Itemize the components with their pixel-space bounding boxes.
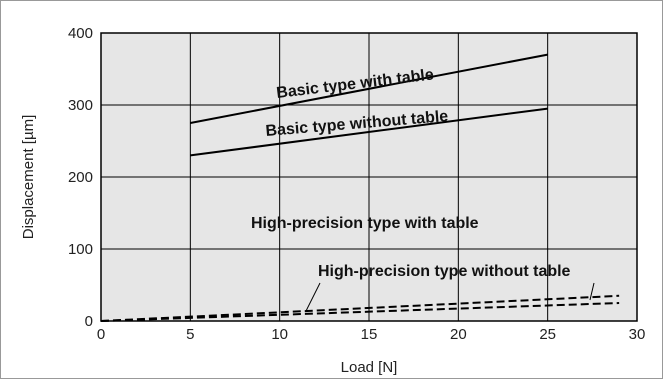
x-tick-label: 15: [361, 326, 378, 343]
series-label-high-precision-without-table: High-precision type without table: [318, 263, 571, 280]
x-axis-title: Load [N]: [341, 359, 398, 376]
x-tick-label: 10: [271, 326, 288, 343]
y-tick-label: 0: [85, 313, 93, 330]
series-line-1: [190, 107, 548, 157]
x-tick-label: 20: [450, 326, 467, 343]
grid: [101, 33, 637, 321]
y-tick-label: 300: [68, 97, 93, 114]
series-lines: [100, 53, 620, 322]
leader-line-with-table: [589, 282, 595, 301]
series-label-high-precision-with-table: High-precision type with table: [251, 215, 479, 232]
leader-line-without-table: [305, 282, 321, 312]
series-line-0: [190, 53, 548, 124]
series-line-3: [100, 302, 620, 322]
x-tick-label: 25: [539, 326, 556, 343]
x-tick-label: 30: [629, 326, 646, 343]
y-axis-title: Displacement [µm]: [20, 115, 37, 240]
y-tick-label: 200: [68, 169, 93, 186]
x-tick-label: 0: [97, 326, 105, 343]
y-tick-label: 400: [68, 25, 93, 42]
x-tick-label: 5: [186, 326, 194, 343]
series-line-2: [100, 294, 620, 322]
y-tick-label: 100: [68, 241, 93, 258]
